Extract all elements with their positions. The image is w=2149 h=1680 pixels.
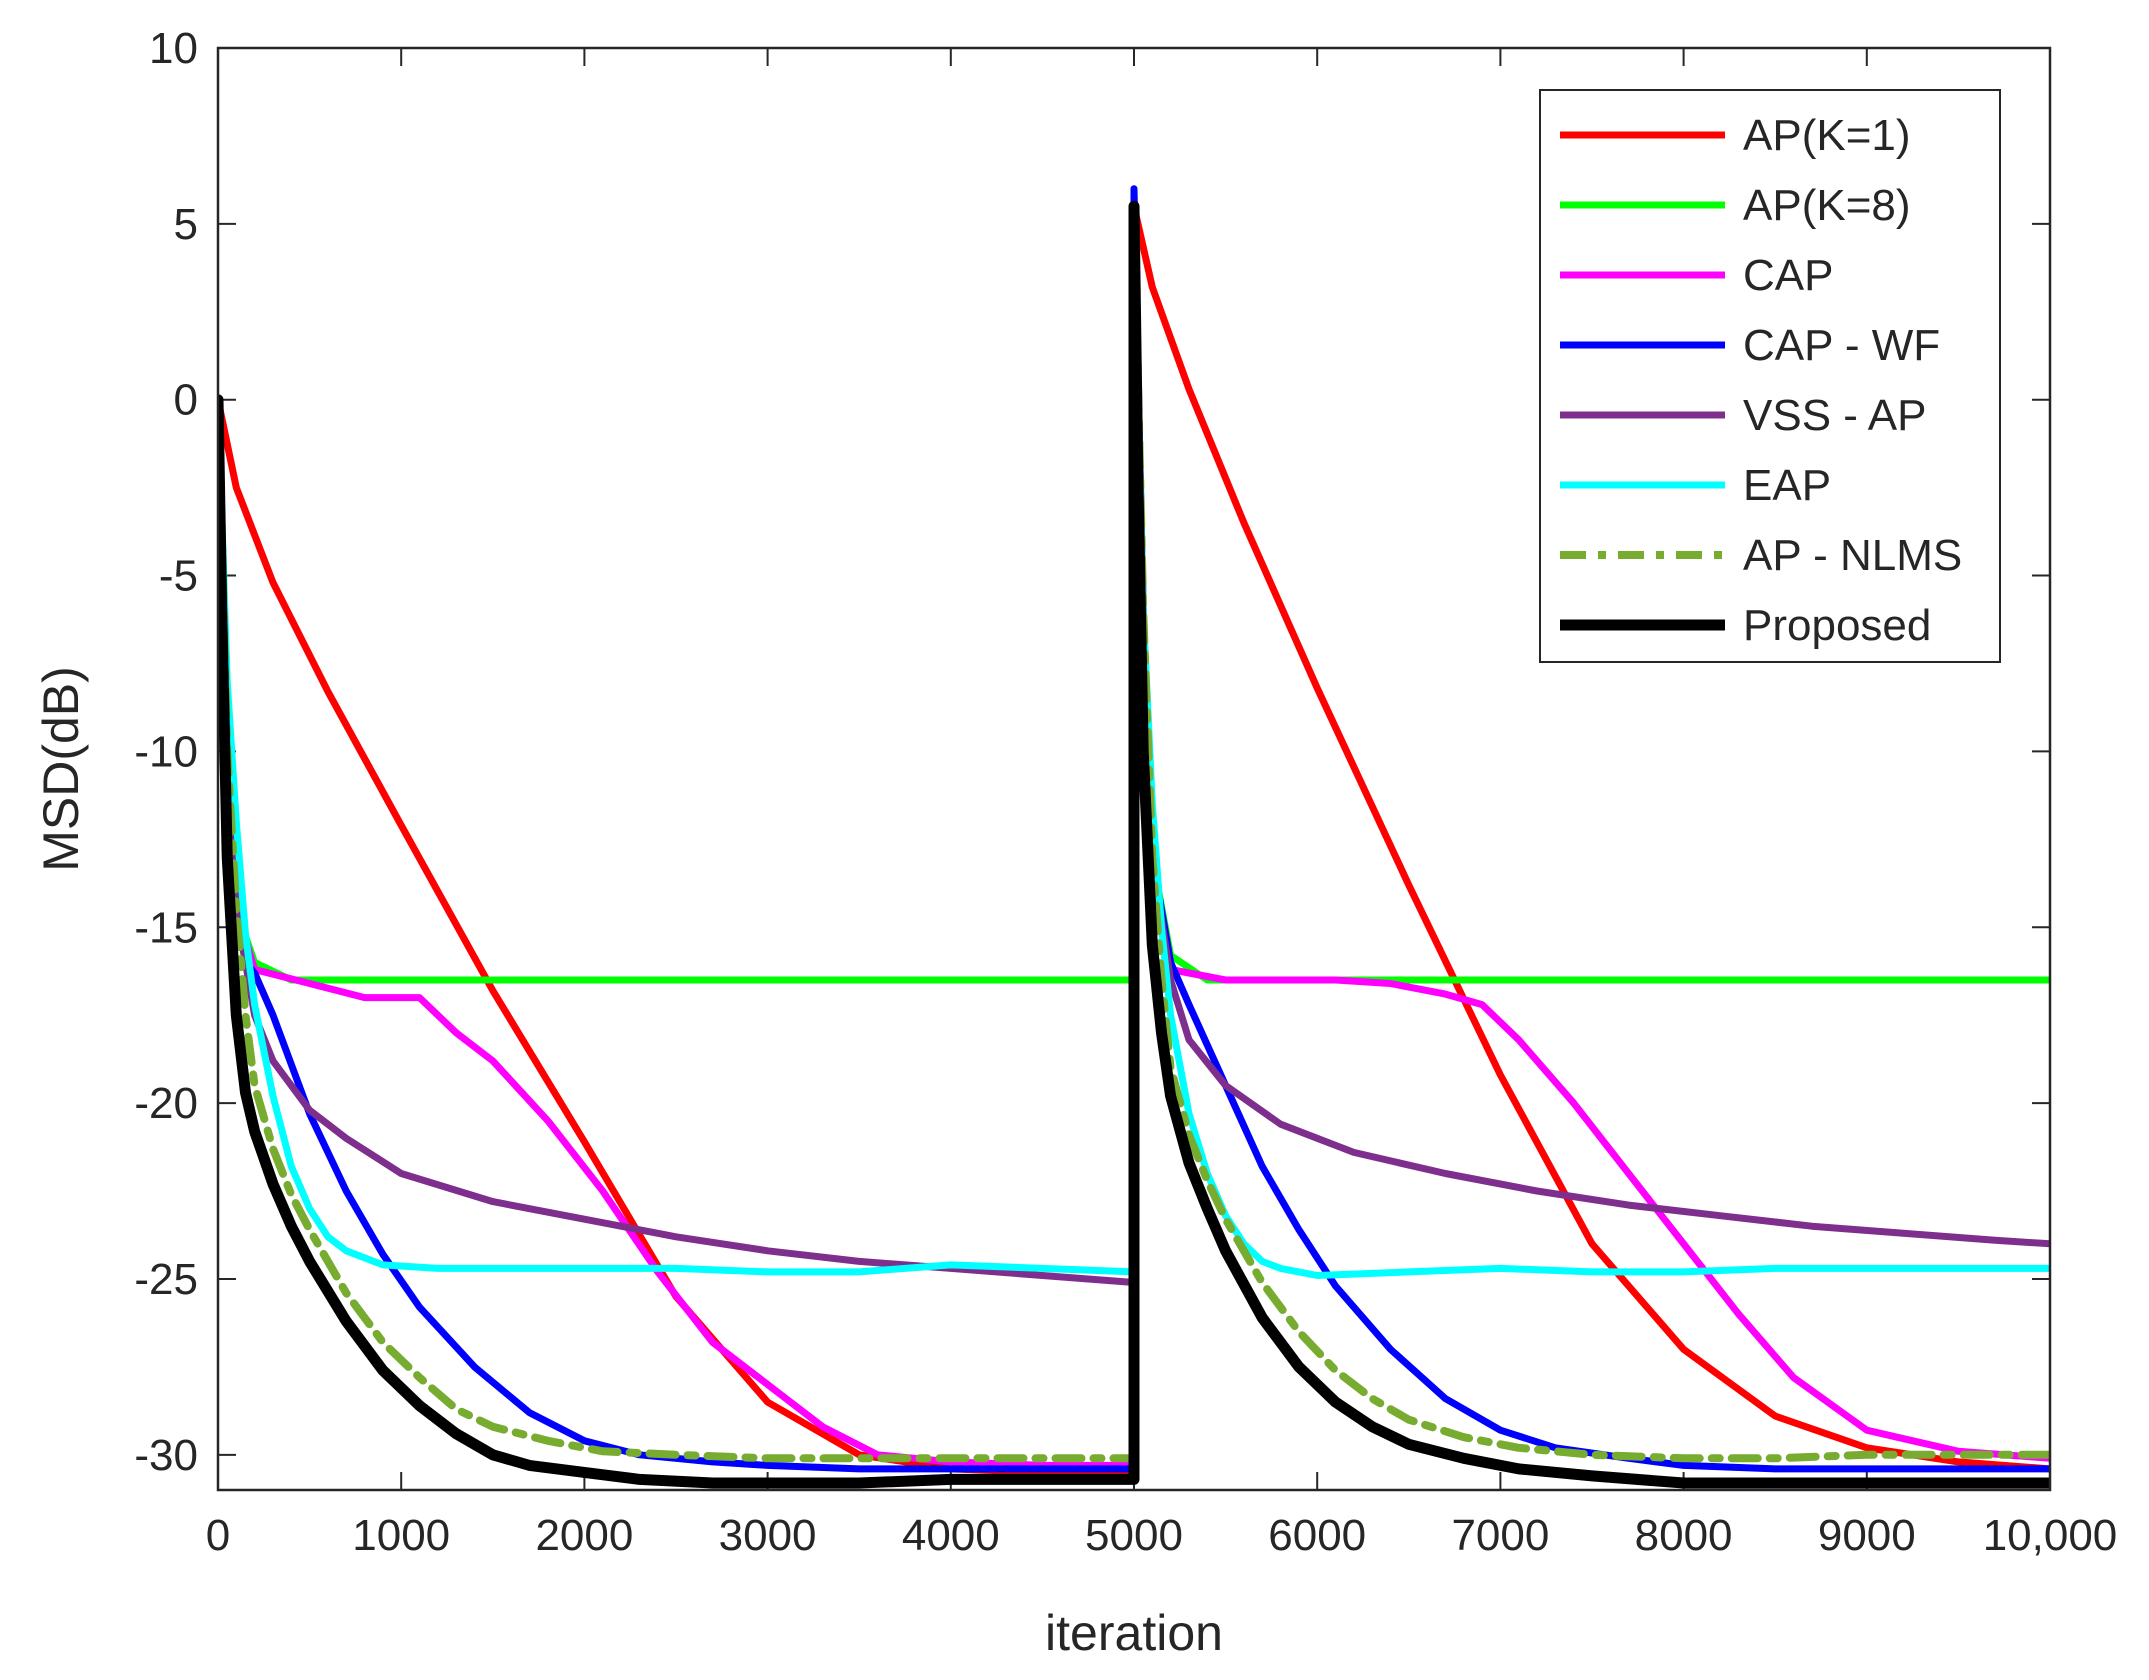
x-tick-label: 2000 (535, 1511, 633, 1560)
x-tick-label: 3000 (719, 1511, 817, 1560)
series-line (218, 200, 2050, 1489)
y-tick-label: 5 (174, 200, 198, 249)
y-axis-label: MSD(dB) (33, 666, 89, 872)
x-tick-label: 9000 (1818, 1511, 1916, 1560)
x-tick-label: 1000 (352, 1511, 450, 1560)
x-tick-label: 10,000 (1983, 1511, 2118, 1560)
x-tick-label: 0 (206, 1511, 230, 1560)
x-tick-label: 6000 (1268, 1511, 1366, 1560)
legend: AP(K=1) AP(K=8) CAP CAP - WF VSS - AP EAP AP -… (1539, 89, 2001, 663)
legend-label: CAP (1743, 251, 1833, 300)
legend-label: EAP (1743, 461, 1831, 510)
series-proposed (218, 200, 2050, 1489)
legend-label: Proposed (1743, 601, 1931, 650)
y-tick-label: -10 (134, 727, 198, 776)
plot-frame (216, 46, 2052, 1492)
x-axis-label: iteration (1045, 1605, 1223, 1661)
series-layer (218, 185, 2050, 1489)
legend-label: CAP - WF (1743, 321, 1940, 370)
y-tick-label: -25 (134, 1255, 198, 1304)
legend-box (1539, 89, 2001, 663)
x-tick-labels: 0 1000 2000 3000 4000 5000 6000 7000 8000 9000 10,… (206, 1511, 2118, 1560)
legend-label: AP(K=1) (1743, 111, 1911, 160)
y-tick-labels: 10 5 0 -5 -10 -15 -20 -25 -30 (134, 24, 198, 1480)
y-tick-label: -20 (134, 1079, 198, 1128)
y-tick-label: -30 (134, 1431, 198, 1480)
legend-label: AP - NLMS (1743, 531, 1962, 580)
legend-label: VSS - AP (1743, 391, 1926, 440)
x-tick-label: 7000 (1451, 1511, 1549, 1560)
legend-label: AP(K=8) (1743, 181, 1911, 230)
y-tick-label: 0 (174, 376, 198, 425)
x-tick-label: 8000 (1635, 1511, 1733, 1560)
y-tick-label: -5 (159, 552, 198, 601)
x-tick-label: 4000 (902, 1511, 1000, 1560)
y-tick-label: 10 (149, 24, 198, 73)
y-tick-label: -15 (134, 903, 198, 952)
x-tick-label: 5000 (1085, 1511, 1183, 1560)
